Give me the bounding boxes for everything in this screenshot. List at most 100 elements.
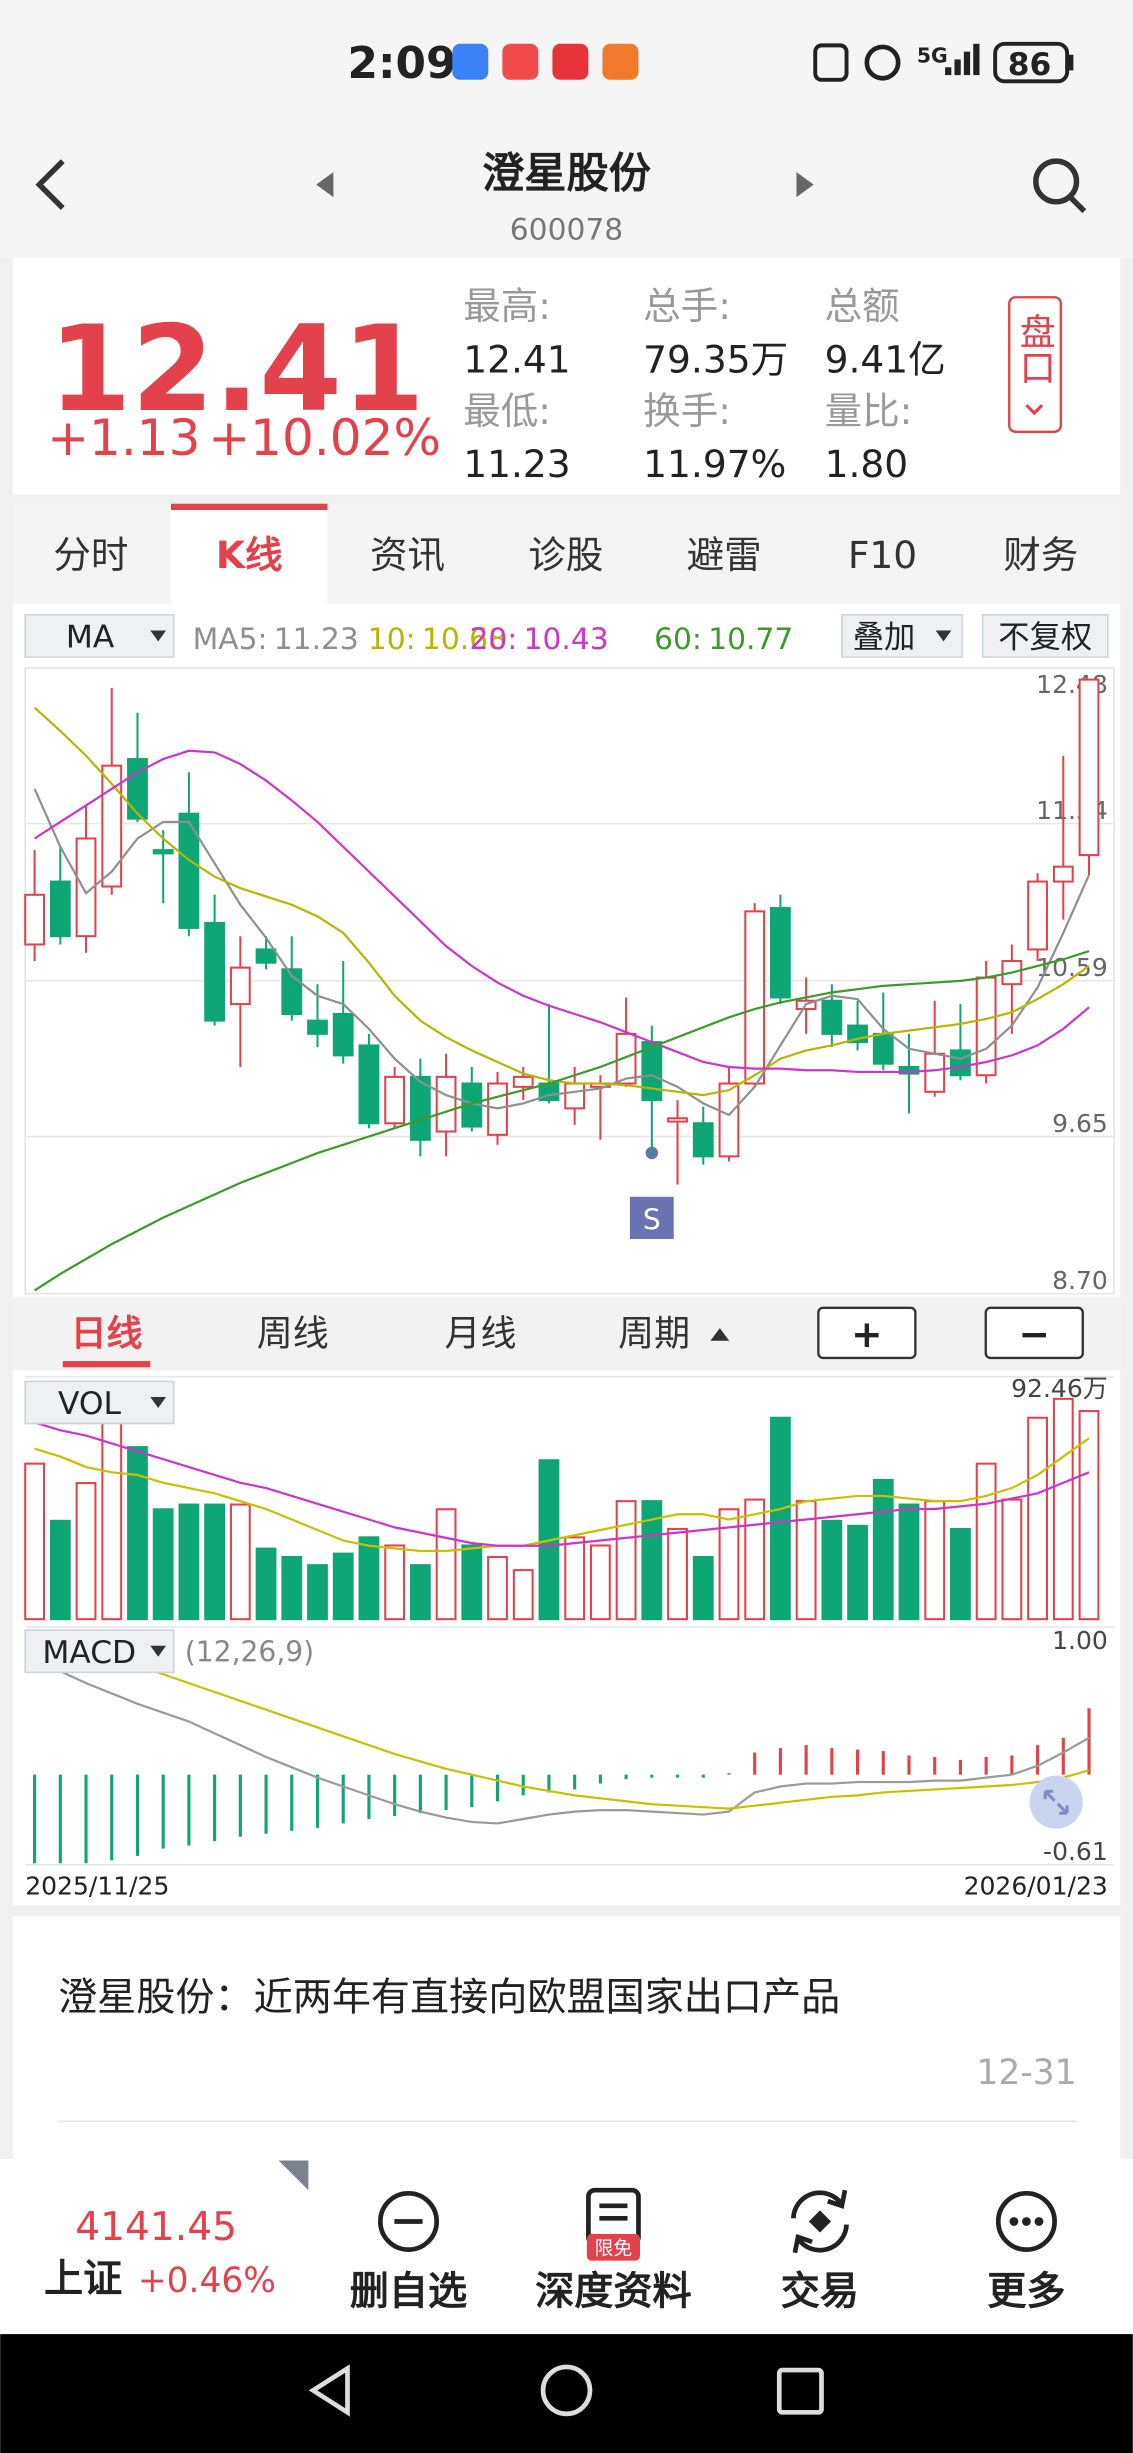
period-tab[interactable]: 月线 <box>444 1313 516 1354</box>
nav-home[interactable] <box>540 2364 593 2417</box>
tab[interactable]: 财务 <box>1003 533 1078 577</box>
selector[interactable] <box>24 614 175 658</box>
handicap-label: 盘口 <box>1014 313 1055 385</box>
candle-body <box>1078 678 1100 857</box>
candle-body <box>332 1012 354 1057</box>
period-tab[interactable]: 周期 <box>618 1313 690 1354</box>
candle-body <box>255 948 277 964</box>
nfc-icon <box>813 43 849 82</box>
stat-value: 11.97% <box>643 442 786 486</box>
y-tick-label: -0.61 <box>1043 1837 1108 1866</box>
volume-bar <box>589 1544 611 1621</box>
volume-bar <box>821 1519 843 1621</box>
volume-bar <box>564 1536 586 1621</box>
volume-bar <box>1001 1498 1023 1621</box>
period-tab[interactable]: 周线 <box>257 1313 329 1354</box>
volume-bar <box>1052 1397 1074 1621</box>
y-tick-label: 9.65 <box>1052 1109 1108 1138</box>
volume-bar <box>950 1527 971 1621</box>
signal-bar <box>954 59 961 76</box>
volume-bar <box>487 1555 508 1621</box>
tab[interactable]: 诊股 <box>528 533 603 577</box>
handicap-button[interactable] <box>1008 296 1063 433</box>
overlay-label: 叠加 <box>853 620 916 656</box>
overlay-arrow <box>935 630 952 642</box>
volume-bar <box>898 1503 920 1621</box>
back-button[interactable] <box>35 159 65 211</box>
more-dot <box>1009 2217 1019 2226</box>
ma-name: MA5: <box>193 622 268 657</box>
candle-body <box>101 764 123 888</box>
volume-bar <box>281 1555 303 1621</box>
selector-arrow <box>150 1397 167 1408</box>
ma-legend-item: 20: 10.43 <box>470 622 609 657</box>
volume-bar <box>641 1500 663 1621</box>
period-tab[interactable]: 日线 <box>71 1313 143 1354</box>
zoom-out[interactable] <box>984 1306 1084 1360</box>
ma-legend-item: MA5: 11.23 <box>193 622 359 657</box>
x-tick-label: 2025/11/25 <box>25 1872 169 1901</box>
selector-arrow <box>150 630 167 642</box>
stat-value: 11.23 <box>463 442 570 486</box>
prev-stock[interactable] <box>316 172 334 198</box>
ma-line <box>33 706 1090 1097</box>
handicap-chevron <box>1025 404 1044 416</box>
change-pct: +10.02% <box>208 409 441 467</box>
battery-level: 86 <box>1008 47 1052 83</box>
adjust-button[interactable] <box>981 614 1109 658</box>
selector[interactable] <box>24 1629 175 1674</box>
tab[interactable]: K线 <box>216 533 283 577</box>
more-dot <box>1034 2217 1044 2226</box>
signal-bar <box>963 51 971 76</box>
stock-name: 澄星股份 <box>482 149 652 198</box>
clock: 2:09 <box>347 38 456 89</box>
nav-back[interactable] <box>308 2364 350 2417</box>
bottom-button[interactable]: 深度资料 <box>535 2269 691 2314</box>
zoom-in-label: + <box>851 1312 882 1356</box>
selector-label: MA <box>66 620 115 656</box>
volume-bar <box>178 1503 200 1621</box>
bottom-button[interactable]: 交易 <box>781 2269 859 2314</box>
candle-body <box>744 910 766 1085</box>
selector[interactable] <box>24 1380 175 1425</box>
y-tick-label: 1.00 <box>1052 1626 1108 1655</box>
ma-line <box>34 749 1090 1074</box>
bottom-button[interactable]: 更多 <box>987 2269 1065 2314</box>
candle-body <box>950 1049 971 1077</box>
candle-body <box>821 999 843 1035</box>
candle-body <box>924 1052 946 1093</box>
stat-value: 12.41 <box>463 337 570 381</box>
macd-params: (12,26,9) <box>185 1635 314 1668</box>
volume-bar <box>461 1544 483 1621</box>
tab[interactable]: 资讯 <box>370 533 445 577</box>
stat-value: 1.80 <box>825 442 909 486</box>
expand-icon[interactable] <box>1029 1775 1083 1829</box>
tab[interactable]: 避雷 <box>687 533 762 577</box>
nav-recent[interactable] <box>776 2367 824 2415</box>
tab[interactable]: 分时 <box>53 533 128 577</box>
next-stock[interactable] <box>796 172 814 198</box>
volume-bar <box>615 1500 637 1621</box>
zoom-in[interactable] <box>817 1306 917 1360</box>
more-icon <box>995 2190 1057 2252</box>
candle-body <box>667 1117 688 1123</box>
volume-bar <box>75 1482 97 1621</box>
signal-bar <box>945 67 952 76</box>
volume-bar <box>1078 1410 1100 1621</box>
bottom-button[interactable]: 删自选 <box>350 2269 467 2314</box>
news-title[interactable]: 澄星股份：近两年有直接向欧盟国家出口产品 <box>58 1975 840 2020</box>
candle-body <box>718 1082 740 1158</box>
volume-ma-line <box>34 1437 1090 1553</box>
app-icon <box>602 43 639 80</box>
volume-bar <box>435 1508 457 1621</box>
ma-value: 10.68 <box>422 622 507 657</box>
volume-bar <box>770 1416 791 1621</box>
volume-bar <box>975 1462 997 1621</box>
more-dot <box>1022 2217 1031 2226</box>
tab[interactable]: F10 <box>848 533 917 577</box>
search-icon[interactable] <box>1033 158 1080 205</box>
volume-bar <box>127 1446 148 1621</box>
corner-mark <box>278 2160 309 2191</box>
network: 5G <box>917 44 948 68</box>
